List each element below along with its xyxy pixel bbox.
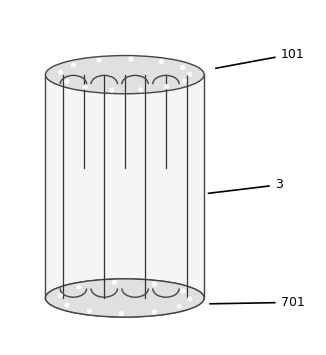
Circle shape bbox=[119, 312, 124, 316]
Circle shape bbox=[181, 289, 185, 293]
Circle shape bbox=[129, 57, 133, 61]
Circle shape bbox=[65, 80, 69, 84]
Circle shape bbox=[182, 79, 186, 83]
Text: 701: 701 bbox=[210, 296, 304, 309]
Circle shape bbox=[58, 294, 63, 297]
Circle shape bbox=[159, 60, 163, 64]
Text: 101: 101 bbox=[216, 48, 304, 68]
Circle shape bbox=[188, 72, 192, 76]
Circle shape bbox=[83, 85, 87, 89]
Circle shape bbox=[181, 65, 185, 70]
Circle shape bbox=[110, 88, 114, 92]
Circle shape bbox=[139, 88, 143, 92]
Polygon shape bbox=[45, 75, 204, 298]
Circle shape bbox=[71, 63, 75, 67]
Circle shape bbox=[181, 289, 185, 293]
Circle shape bbox=[181, 65, 185, 70]
Text: 3: 3 bbox=[208, 178, 283, 193]
Circle shape bbox=[177, 305, 181, 308]
Circle shape bbox=[97, 58, 101, 62]
Circle shape bbox=[112, 280, 117, 285]
Circle shape bbox=[77, 285, 81, 289]
Circle shape bbox=[58, 70, 63, 74]
Circle shape bbox=[152, 282, 156, 286]
Circle shape bbox=[164, 84, 169, 89]
Ellipse shape bbox=[45, 279, 204, 317]
Circle shape bbox=[152, 310, 156, 314]
Ellipse shape bbox=[45, 279, 204, 317]
Ellipse shape bbox=[45, 55, 204, 94]
Circle shape bbox=[65, 303, 69, 307]
Circle shape bbox=[87, 309, 91, 313]
Circle shape bbox=[188, 297, 192, 301]
